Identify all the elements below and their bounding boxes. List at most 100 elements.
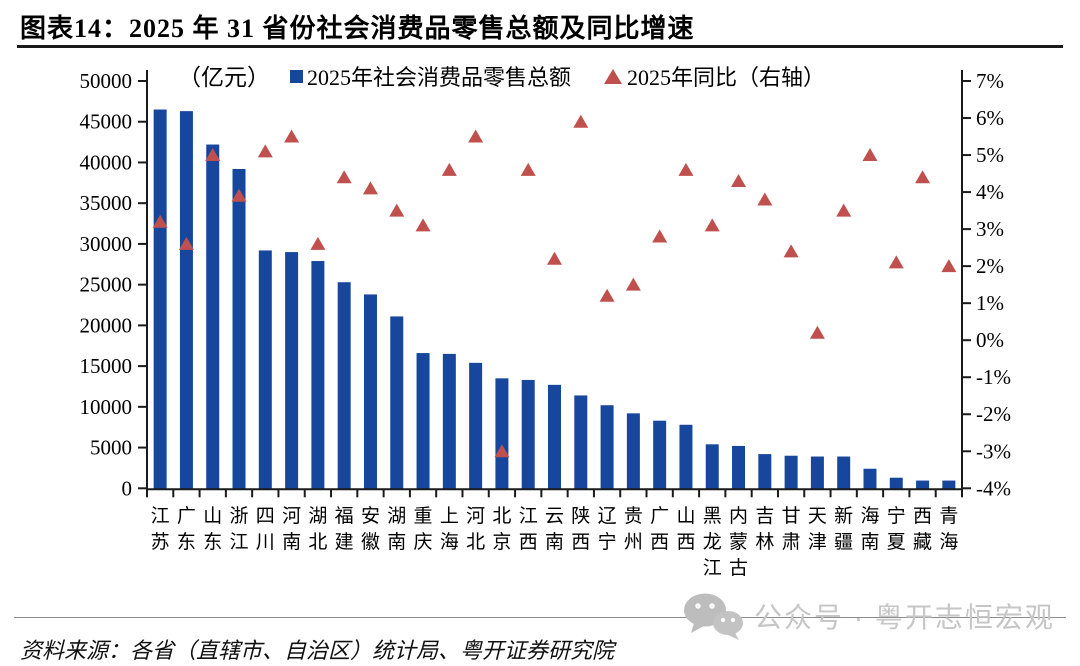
triangle-series-swatch [604, 68, 622, 84]
x-axis-label-陕西: 陕 [571, 505, 590, 527]
x-axis-label-陕西: 西 [571, 532, 590, 553]
yoy-triangle-重庆 [415, 218, 431, 232]
x-axis-label-湖南: 湖 [387, 505, 406, 527]
bar-甘肃 [784, 455, 798, 490]
bar-江西 [521, 379, 535, 490]
left-axis-tick-label: 45000 [80, 110, 133, 134]
x-axis-label-广西: 广 [650, 505, 669, 527]
right-axis-tick-label: -4% [976, 476, 1011, 500]
x-axis-label-云南: 云 [545, 506, 564, 527]
yoy-triangle-福建 [336, 170, 352, 184]
left-axis-tick-label: 50000 [80, 69, 133, 93]
yoy-triangle-青海 [941, 259, 957, 273]
left-axis-tick-label: 5000 [90, 436, 132, 460]
left-axis-tick-label: 40000 [80, 150, 133, 174]
x-axis-label-天津: 津 [808, 531, 827, 553]
x-axis-label-黑龙江: 龙 [703, 531, 722, 553]
x-axis-label-青海: 海 [939, 531, 958, 553]
bar-云南 [548, 384, 561, 490]
bar-海南 [863, 468, 877, 490]
yoy-triangle-贵州 [625, 277, 641, 291]
yoy-triangle-山东 [205, 148, 221, 162]
x-axis-label-上海: 上 [440, 505, 459, 527]
left-axis-tick-label: 20000 [80, 313, 133, 337]
yoy-triangle-湖北 [310, 236, 326, 250]
x-axis-label-湖北: 湖 [308, 505, 327, 527]
watermark: 公众号 · 粤开志恒宏观 [680, 591, 1055, 641]
left-axis-tick-label: 25000 [80, 273, 133, 297]
x-axis-label-贵州: 贵 [624, 505, 643, 527]
yoy-triangle-河南 [284, 129, 300, 143]
bar-陕西 [574, 395, 588, 490]
yoy-triangle-新疆 [836, 203, 852, 217]
footer-divider [14, 617, 1066, 618]
yoy-triangle-辽宁 [599, 288, 615, 302]
bar-广东 [179, 111, 193, 490]
x-axis-label-内蒙古: 古 [729, 557, 748, 579]
x-axis-label-江西: 江 [519, 505, 538, 527]
x-axis-label-湖北: 北 [308, 531, 327, 553]
bar-山东 [206, 144, 220, 490]
x-axis-label-海南: 南 [860, 531, 879, 553]
left-axis-tick-label: 0 [122, 476, 133, 500]
x-axis-label-辽宁: 宁 [598, 531, 617, 553]
x-axis-label-福建: 建 [335, 531, 354, 553]
left-axis-tick-label: 35000 [80, 191, 133, 215]
right-axis-tick-label: 1% [976, 291, 1004, 315]
legend-item-yoy: 2025年同比（右轴） [604, 60, 825, 92]
x-axis-label-西藏: 藏 [913, 531, 932, 553]
triangle-series-label: 2025年同比（右轴） [627, 65, 826, 90]
yoy-triangle-北京 [494, 444, 510, 458]
yoy-triangle-黑龙江 [704, 218, 720, 232]
x-axis-label-江西: 西 [519, 532, 538, 553]
yoy-triangle-内蒙古 [731, 173, 747, 187]
x-axis-label-安徽: 徽 [361, 531, 380, 553]
yoy-triangle-西藏 [915, 170, 931, 184]
yoy-triangle-湖南 [389, 203, 405, 217]
bar-安徽 [363, 294, 377, 490]
x-axis-label-青海: 青 [939, 505, 958, 527]
x-axis-label-甘肃: 甘 [782, 505, 801, 527]
yoy-triangle-江西 [520, 162, 536, 176]
x-axis-label-天津: 天 [808, 506, 827, 527]
x-axis-label-江苏: 江 [151, 505, 170, 527]
x-axis-label-海南: 海 [860, 505, 879, 527]
right-axis-tick-label: 0% [976, 328, 1004, 352]
x-axis-label-黑龙江: 江 [703, 557, 722, 579]
x-axis-label-甘肃: 肃 [782, 531, 801, 553]
yoy-triangle-四川 [257, 144, 273, 158]
bar-河北 [469, 362, 483, 490]
bar-新疆 [837, 456, 851, 490]
right-axis-tick-label: 3% [976, 217, 1004, 241]
legend-item-retail: 2025年社会消费品零售总额 [290, 60, 571, 92]
yoy-triangle-吉林 [757, 192, 773, 206]
x-axis-label-重庆: 重 [414, 505, 433, 527]
right-axis-tick-label: -1% [976, 365, 1011, 389]
bar-西藏 [916, 480, 930, 490]
yoy-triangle-云南 [547, 251, 562, 265]
x-axis-label-上海: 海 [440, 531, 459, 553]
yoy-triangle-安徽 [362, 181, 378, 195]
source-note: 资料来源：各省（直辖市、自治区）统计局、粤开证券研究院 [20, 638, 615, 663]
bar-吉林 [758, 454, 772, 490]
x-axis-label-吉林: 吉 [755, 505, 774, 527]
x-axis-label-浙江: 浙 [230, 505, 249, 527]
x-axis-label-吉林: 林 [755, 531, 774, 553]
figure-title: 图表14：2025 年 31 省份社会消费品零售总额及同比增速 [20, 14, 695, 43]
right-axis-tick-label: 7% [976, 69, 1004, 93]
bar-辽宁 [600, 405, 614, 490]
x-axis-label-河北: 北 [466, 531, 485, 553]
bar-series-swatch [290, 69, 303, 83]
yoy-triangle-河北 [468, 129, 484, 143]
yoy-triangle-山西 [678, 162, 694, 176]
bar-青海 [942, 480, 956, 490]
x-axis-label-河南: 南 [282, 531, 301, 553]
bar-北京 [495, 378, 509, 490]
x-axis-label-四川: 四 [256, 506, 275, 527]
x-axis-label-北京: 北 [492, 505, 511, 527]
bar-浙江 [232, 168, 246, 490]
bar-广西 [653, 420, 667, 490]
x-axis-label-内蒙古: 内 [729, 505, 748, 527]
x-axis-label-辽宁: 辽 [598, 505, 617, 527]
